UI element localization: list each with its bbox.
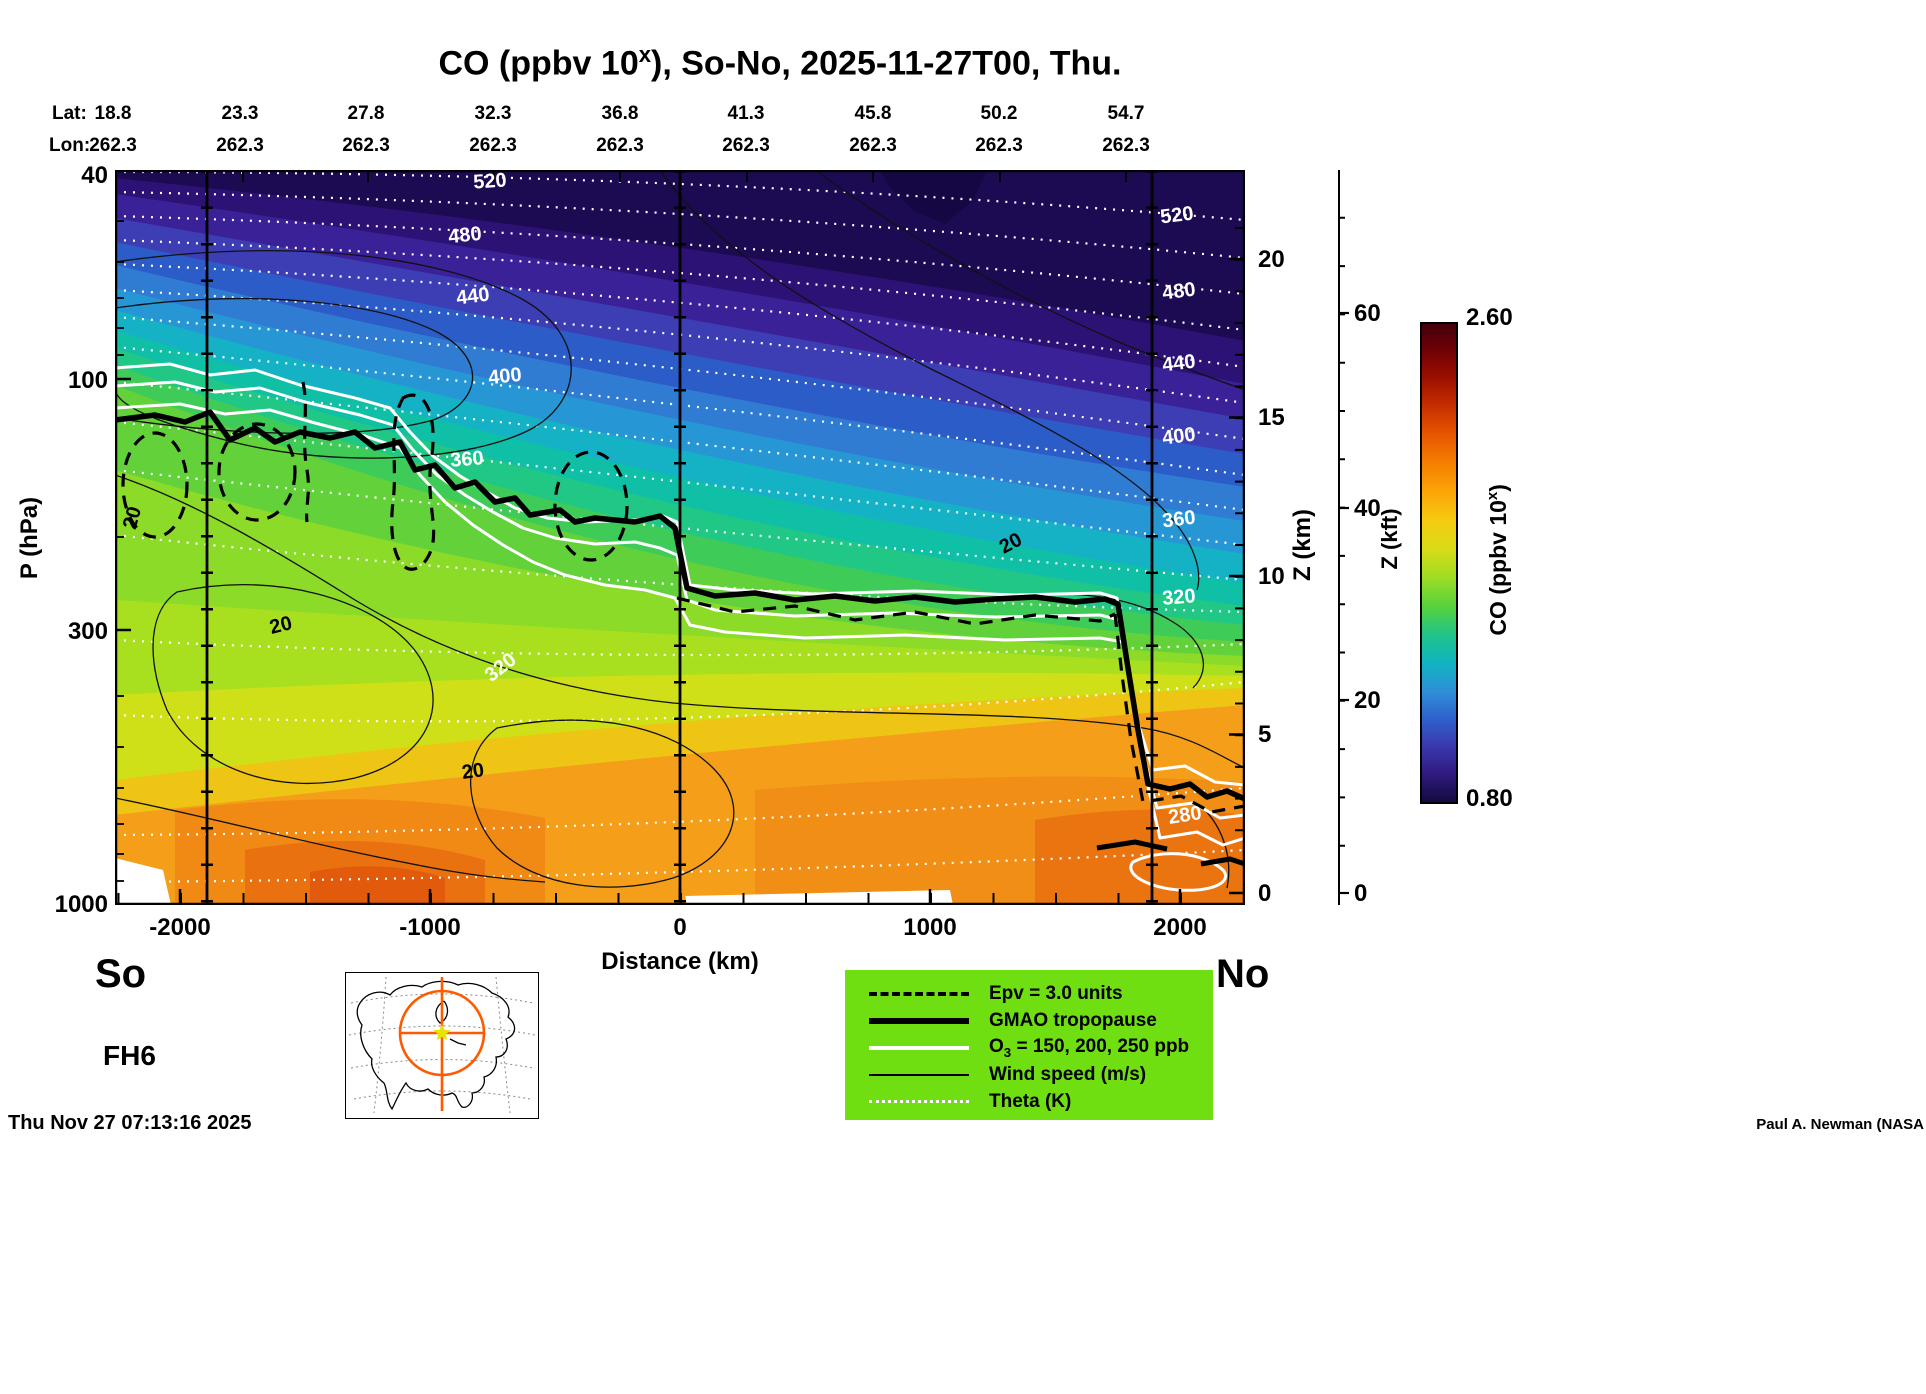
- lat-tick-label: 45.8: [854, 103, 892, 124]
- legend-label-theta: Theta (K): [989, 1090, 1072, 1112]
- lat-tick-label: 41.3: [727, 103, 765, 124]
- tropopause-line-symbol: [869, 1017, 969, 1024]
- lon-tick-label: 262.3: [1102, 135, 1150, 156]
- colorbar-max-label: 2.60: [1466, 304, 1513, 331]
- distance-tick-label: 2000: [1153, 914, 1207, 941]
- ozone-line-symbol: [869, 1045, 969, 1050]
- lon-tick-label: 262.3: [469, 135, 517, 156]
- legend-item-tropopause: GMAO tropopause: [845, 1007, 1213, 1034]
- co-cross-section-plot: [115, 170, 1245, 905]
- lon-tick-label: 262.3: [596, 135, 644, 156]
- vertical-reference-lines: [201, 170, 1158, 905]
- colorbar-title-post: ): [1484, 484, 1511, 492]
- distance-tick-label: -2000: [149, 914, 211, 941]
- lon-tick-label: 262.3: [342, 135, 390, 156]
- ozone-label-pre: O: [989, 1035, 1004, 1057]
- pressure-tick-label: 40: [81, 162, 108, 189]
- pressure-axis-title: P (hPa): [16, 496, 43, 580]
- theta-dotted-line-symbol: [869, 1100, 969, 1103]
- legend-item-epv: Epv = 3.0 units: [845, 980, 1213, 1007]
- lon-tick-label: 262.3: [975, 135, 1023, 156]
- lat-tick-label: 32.3: [474, 103, 512, 124]
- lon-tick-label: 262.3: [849, 135, 897, 156]
- distance-tick-label: -1000: [399, 914, 461, 941]
- ozone-label-subscript: 3: [1003, 1044, 1012, 1060]
- north-endpoint-label: No: [1216, 952, 1270, 996]
- zkft-tick-label: 20: [1354, 687, 1381, 714]
- lat-tick-label: 36.8: [601, 103, 639, 124]
- distance-tick-label: 0: [673, 914, 687, 941]
- map-coastline: [356, 980, 516, 1111]
- lat-row-label: Lat:: [52, 103, 87, 124]
- zkm-tick-label: 0: [1258, 880, 1272, 907]
- zkft-axis-title: Z (kft): [1377, 508, 1402, 570]
- colorbar-gradient: [1422, 324, 1456, 802]
- lat-tick-label: 18.8: [94, 103, 132, 124]
- map-inset: [345, 972, 539, 1119]
- colorbar: [1420, 322, 1458, 804]
- map-cross-section-marker: [398, 977, 486, 1111]
- epv-contours: [121, 381, 1245, 814]
- lon-tick-label: 262.3: [722, 135, 770, 156]
- lat-tick-label: 23.3: [221, 103, 259, 124]
- title-superscript: x: [638, 42, 652, 67]
- lat-tick-label: 50.2: [980, 103, 1018, 124]
- south-endpoint-label: So: [95, 952, 147, 996]
- zkm-tick-label: 5: [1258, 721, 1272, 748]
- zkft-axis: [1338, 170, 1349, 905]
- legend-item-ozone: O3 = 150, 200, 250 ppb: [845, 1034, 1213, 1061]
- wind-line-symbol: [869, 1073, 969, 1076]
- colorbar-min-label: 0.80: [1466, 785, 1513, 812]
- colorbar-title: CO (ppbv 10x): [1484, 450, 1512, 670]
- pressure-tick-label: 300: [67, 618, 108, 645]
- lon-row-label: Lon:: [49, 135, 91, 156]
- colorbar-title-superscript: x: [1484, 491, 1502, 501]
- lon-tick-label: 262.3: [89, 135, 137, 156]
- legend-label-ozone: O3 = 150, 200, 250 ppb: [989, 1036, 1189, 1060]
- distance-axis-title: Distance (km): [601, 948, 759, 975]
- pressure-tick-label: 1000: [54, 891, 108, 918]
- lon-tick-label: 262.3: [216, 135, 264, 156]
- legend-label-wind: Wind speed (m/s): [989, 1063, 1147, 1085]
- title-post: ), So-No, 2025-11-27T00, Thu.: [651, 44, 1122, 83]
- zkm-tick-label: 10: [1258, 563, 1285, 590]
- legend: Epv = 3.0 units GMAO tropopause O3 = 150…: [845, 970, 1213, 1120]
- legend-label-epv: Epv = 3.0 units: [989, 982, 1123, 1004]
- zkm-tick-label: 15: [1258, 404, 1285, 431]
- epv-dashed-line-symbol: [869, 991, 969, 996]
- zkft-tick-label: 0: [1354, 880, 1368, 907]
- zkm-axis-title: Z (km): [1289, 509, 1316, 581]
- lat-tick-label: 27.8: [347, 103, 385, 124]
- zkft-tick-label: 40: [1354, 495, 1381, 522]
- legend-item-wind: Wind speed (m/s): [845, 1061, 1213, 1088]
- generation-timestamp: Thu Nov 27 07:13:16 2025: [8, 1112, 252, 1134]
- legend-item-theta: Theta (K): [845, 1088, 1213, 1115]
- map-center-star: [433, 1024, 451, 1041]
- distance-tick-label: 1000: [903, 914, 957, 941]
- wind-speed-contours: [115, 170, 1245, 889]
- credit-text: Paul A. Newman (NASA: [1756, 1116, 1924, 1133]
- forecast-hour-label: FH6: [103, 1040, 156, 1071]
- zkm-tick-label: 20: [1258, 246, 1285, 273]
- legend-label-tropopause: GMAO tropopause: [989, 1009, 1157, 1031]
- plot-border: [115, 170, 1245, 905]
- ozone-label-post: = 150, 200, 250 ppb: [1011, 1035, 1190, 1057]
- lat-tick-label: 54.7: [1107, 103, 1145, 124]
- pressure-tick-label: 100: [67, 367, 108, 394]
- plot-area: 520 520 480 480 440 440 400 400 360 360 320 320 280 2…: [115, 169, 1245, 905]
- colorbar-title-pre: CO (ppbv 10: [1484, 500, 1511, 636]
- page-title: CO (ppbv 10x), So-No, 2025-11-27T00, Thu…: [0, 42, 1560, 83]
- zkft-tick-label: 60: [1354, 300, 1381, 327]
- title-pre: CO (ppbv 10: [438, 44, 639, 83]
